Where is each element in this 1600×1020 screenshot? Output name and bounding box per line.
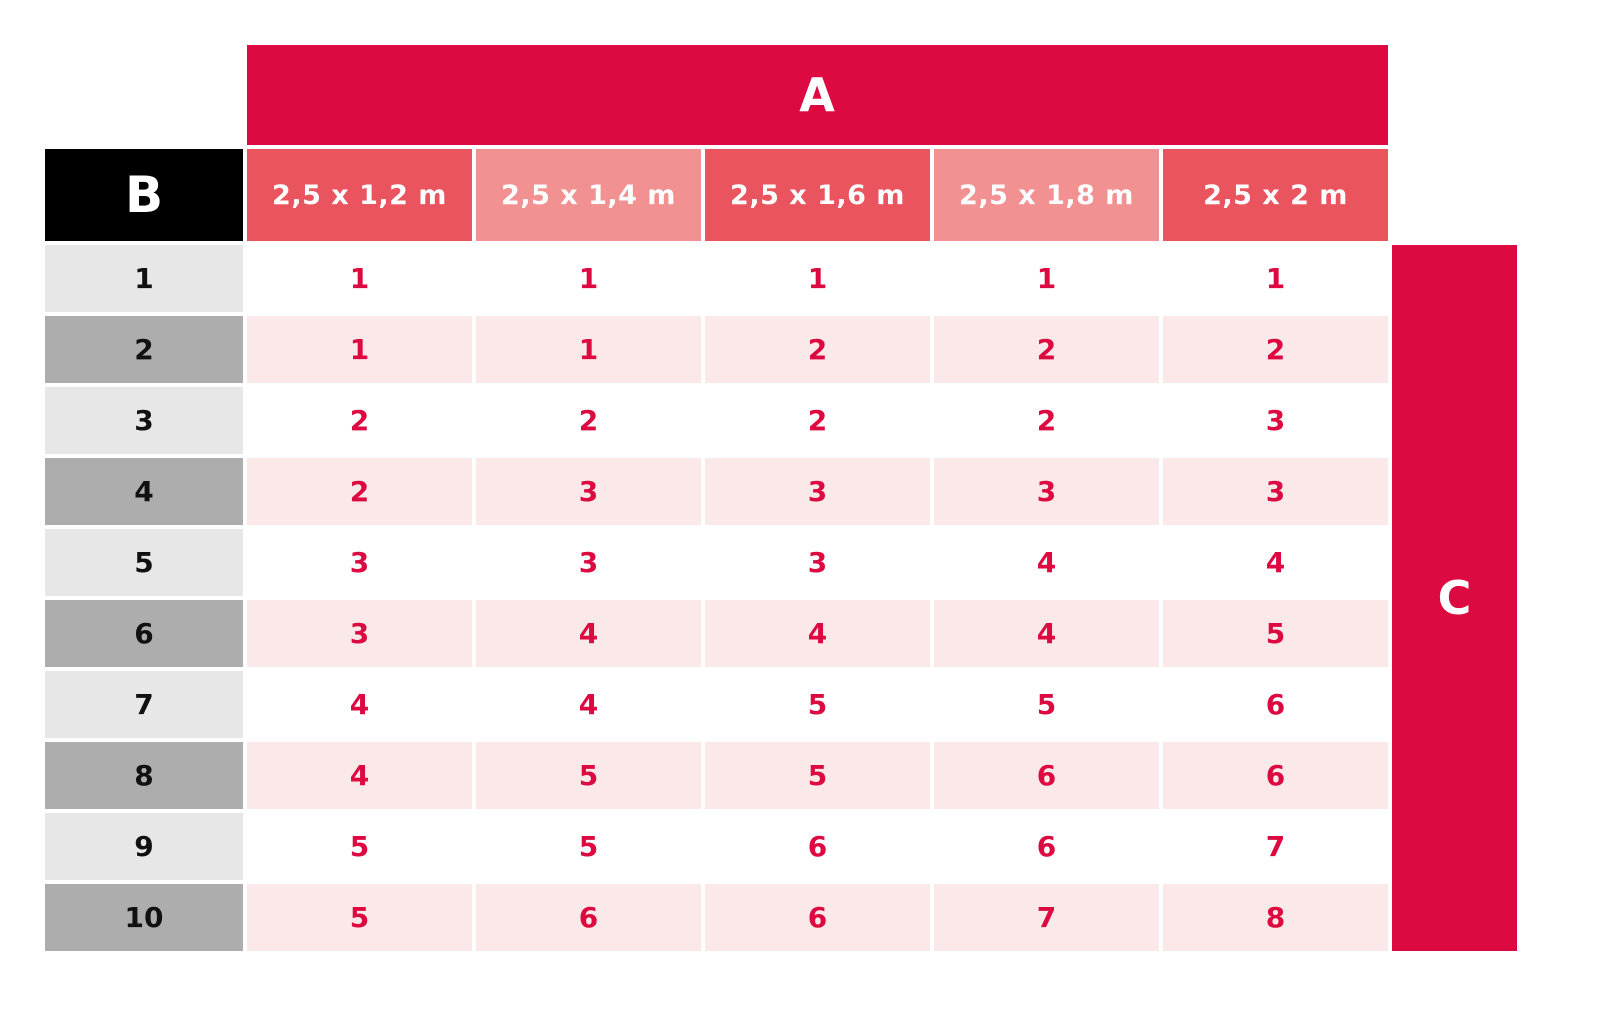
data-cell: 7 — [934, 884, 1159, 951]
data-cell: 6 — [1163, 742, 1388, 809]
data-cell: 3 — [247, 529, 472, 596]
data-cell: 2 — [476, 387, 701, 454]
column-group-header-a: A — [247, 45, 1388, 145]
data-cell: 5 — [247, 884, 472, 951]
data-cell: 4 — [934, 529, 1159, 596]
data-cell: 4 — [476, 671, 701, 738]
data-cell: 1 — [705, 245, 930, 312]
row-label: 8 — [45, 742, 243, 809]
data-cell: 3 — [476, 529, 701, 596]
data-cell: 5 — [705, 671, 930, 738]
data-cell: 3 — [934, 458, 1159, 525]
data-cell: 1 — [476, 245, 701, 312]
row-label: 7 — [45, 671, 243, 738]
data-cell: 8 — [1163, 884, 1388, 951]
data-cell: 2 — [1163, 316, 1388, 383]
data-cell: 2 — [934, 316, 1159, 383]
data-cell: 6 — [934, 813, 1159, 880]
row-group-header-c: C — [1392, 245, 1517, 951]
data-cell: 1 — [476, 316, 701, 383]
data-cell: 2 — [934, 387, 1159, 454]
row-label: 1 — [45, 245, 243, 312]
data-cell: 6 — [934, 742, 1159, 809]
column-header: 2,5 x 1,4 m — [476, 149, 701, 241]
data-cell: 5 — [934, 671, 1159, 738]
data-cell: 5 — [476, 742, 701, 809]
data-cell: 6 — [705, 884, 930, 951]
data-cell: 5 — [476, 813, 701, 880]
data-cell: 2 — [247, 387, 472, 454]
data-cell: 3 — [705, 458, 930, 525]
data-cell: 1 — [934, 245, 1159, 312]
data-cell: 3 — [476, 458, 701, 525]
data-cell: 1 — [247, 245, 472, 312]
data-cell: 4 — [247, 671, 472, 738]
data-cell: 1 — [1163, 245, 1388, 312]
data-cell: 1 — [247, 316, 472, 383]
data-cell: 2 — [705, 387, 930, 454]
data-cell: 4 — [934, 600, 1159, 667]
data-cell: 5 — [705, 742, 930, 809]
row-label: 3 — [45, 387, 243, 454]
data-cell: 7 — [1163, 813, 1388, 880]
data-cell: 2 — [705, 316, 930, 383]
data-cell: 5 — [247, 813, 472, 880]
corner-header-b: B — [45, 149, 243, 241]
data-cell: 4 — [247, 742, 472, 809]
row-label: 6 — [45, 600, 243, 667]
column-header: 2,5 x 1,8 m — [934, 149, 1159, 241]
data-cell: 3 — [705, 529, 930, 596]
row-label: 10 — [45, 884, 243, 951]
data-cell: 6 — [1163, 671, 1388, 738]
data-cell: 5 — [1163, 600, 1388, 667]
column-header: 2,5 x 2 m — [1163, 149, 1388, 241]
data-cell: 4 — [476, 600, 701, 667]
column-header: 2,5 x 1,2 m — [247, 149, 472, 241]
row-label: 2 — [45, 316, 243, 383]
data-cell: 3 — [1163, 387, 1388, 454]
data-cell: 4 — [705, 600, 930, 667]
row-label: 5 — [45, 529, 243, 596]
column-header: 2,5 x 1,6 m — [705, 149, 930, 241]
data-cell: 6 — [705, 813, 930, 880]
data-cell: 6 — [476, 884, 701, 951]
data-cell: 2 — [247, 458, 472, 525]
data-cell: 4 — [1163, 529, 1388, 596]
row-label: 4 — [45, 458, 243, 525]
data-cell: 3 — [1163, 458, 1388, 525]
data-cell: 3 — [247, 600, 472, 667]
row-label: 9 — [45, 813, 243, 880]
